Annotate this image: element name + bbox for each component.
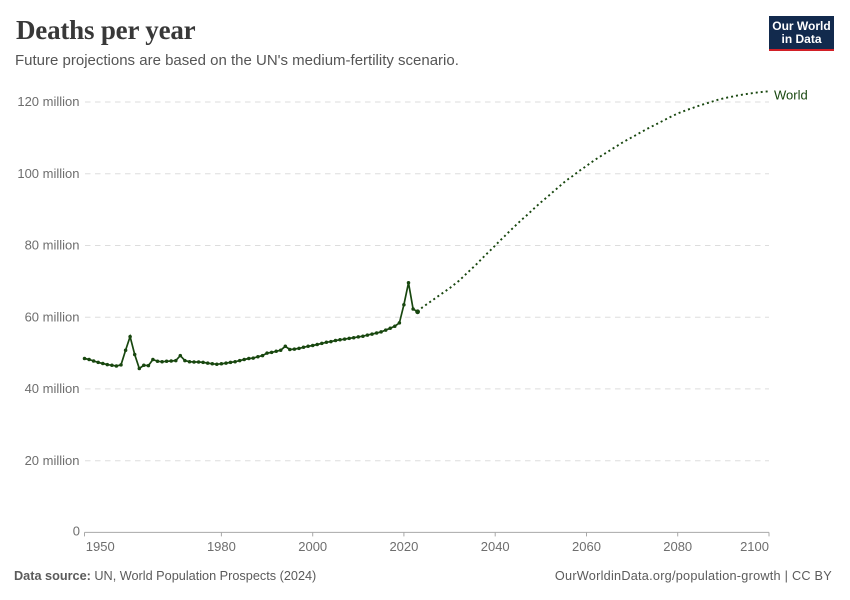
svg-text:2040: 2040 [481,539,510,554]
svg-text:2080: 2080 [663,539,692,554]
svg-text:0: 0 [73,524,80,539]
svg-text:40 million: 40 million [25,381,80,396]
svg-text:120 million: 120 million [17,94,79,109]
svg-text:60 million: 60 million [25,309,80,324]
svg-text:100 million: 100 million [17,166,79,181]
svg-text:2000: 2000 [298,539,327,554]
svg-text:20 million: 20 million [25,453,80,468]
svg-text:1980: 1980 [207,539,236,554]
svg-text:1950: 1950 [86,539,115,554]
svg-text:World: World [774,87,808,102]
svg-text:80 million: 80 million [25,238,80,253]
svg-text:2020: 2020 [389,539,418,554]
svg-text:2060: 2060 [572,539,601,554]
svg-text:2100: 2100 [740,539,769,554]
